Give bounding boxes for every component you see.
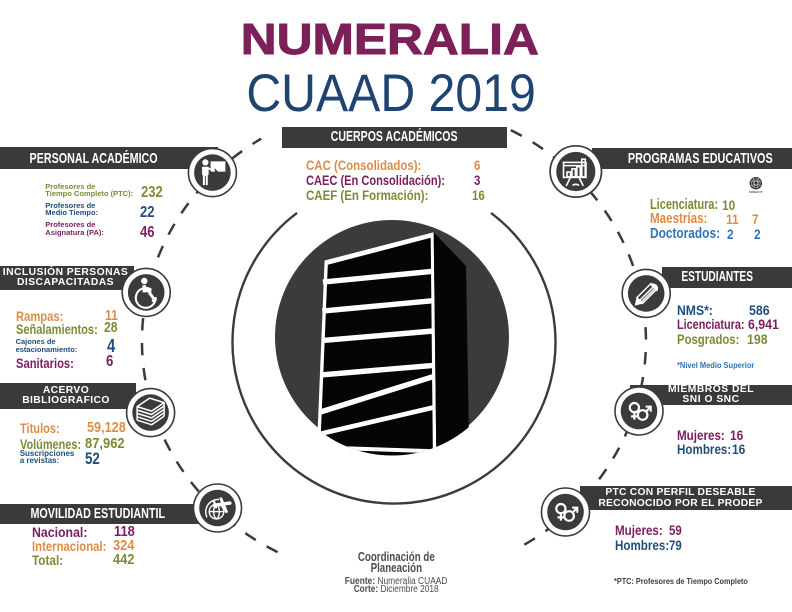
svg-text:CONACYT: CONACYT <box>749 190 763 194</box>
